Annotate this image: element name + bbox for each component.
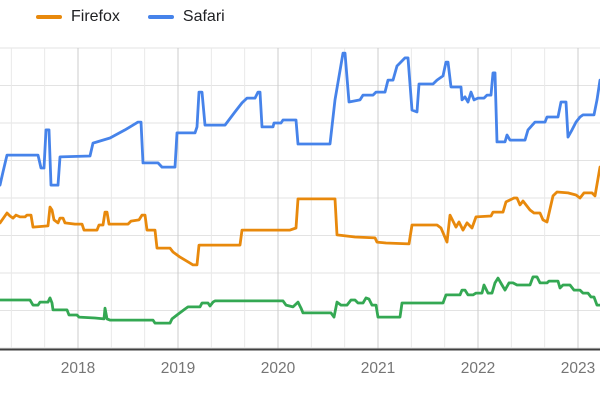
series-line-green-unlabeled	[0, 275, 600, 325]
x-axis-tick-label: 2021	[361, 360, 395, 377]
x-axis-tick-label: 2019	[161, 360, 195, 377]
x-axis-tick-label: 2018	[61, 360, 95, 377]
legend-label-safari: Safari	[182, 8, 225, 25]
legend-item-safari[interactable]: Safari	[147, 8, 225, 25]
series-line-firefox	[0, 165, 600, 267]
chart-legend: Firefox Safari	[36, 9, 225, 25]
legend-item-firefox[interactable]: Firefox	[36, 9, 120, 25]
series-line-safari	[0, 51, 600, 187]
firefox-series-swatch	[36, 15, 62, 19]
x-axis-tick-label: 2020	[261, 360, 296, 377]
x-axis-tick-label: 2022	[461, 360, 495, 377]
safari-series-swatch	[147, 15, 174, 19]
legend-label-firefox: Firefox	[71, 8, 120, 25]
x-axis-tick-label: 2023	[561, 360, 595, 377]
